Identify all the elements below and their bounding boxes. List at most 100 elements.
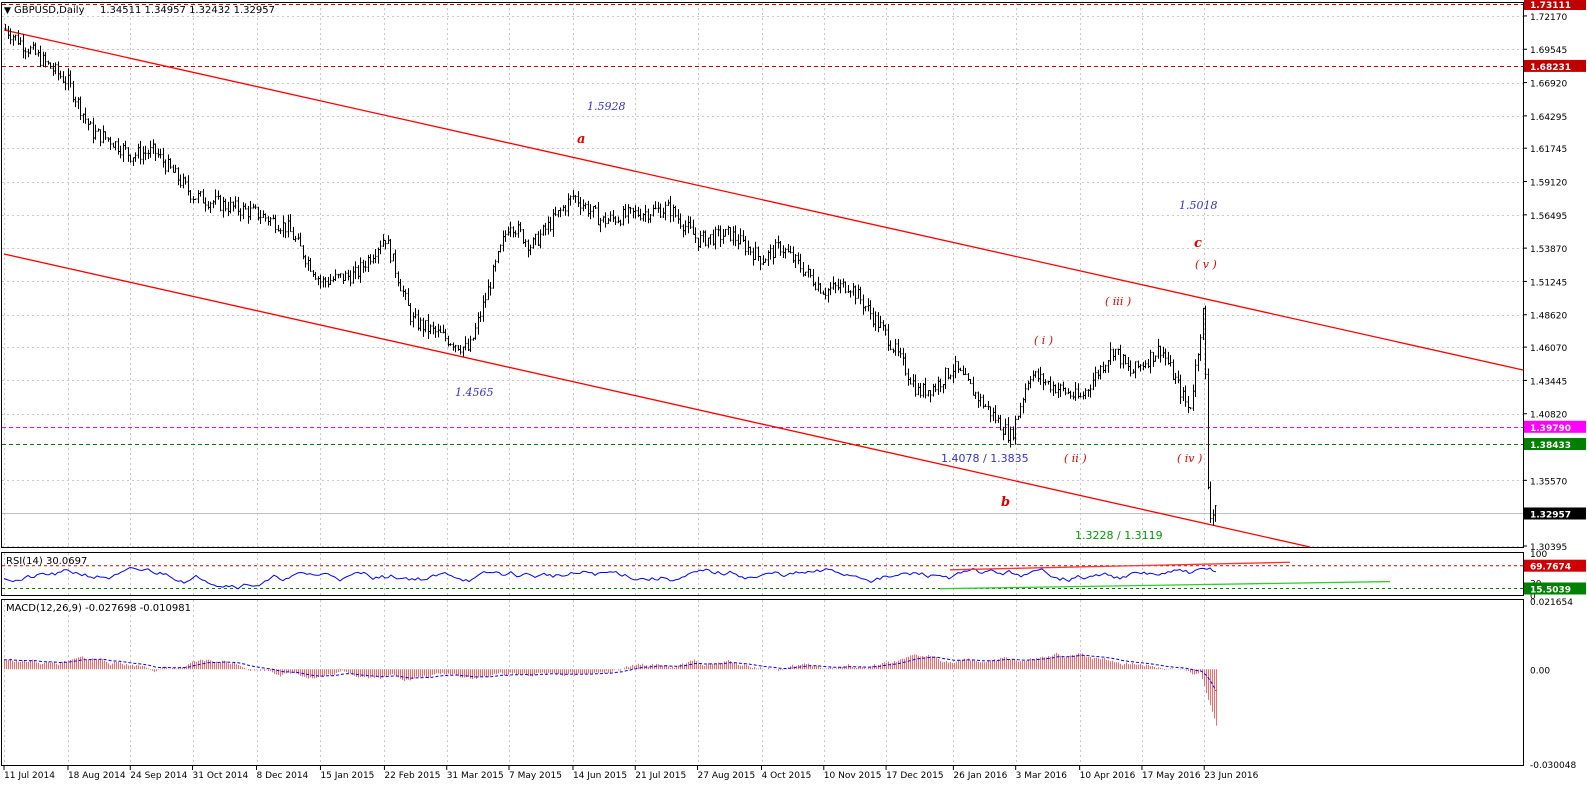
candle-159 (402, 285, 405, 297)
candle-299 (752, 247, 755, 266)
candle-147 (372, 254, 375, 264)
candle-156 (394, 249, 397, 279)
candle-327 (822, 290, 825, 295)
candle-84 (214, 189, 217, 205)
candle-392 (984, 404, 987, 407)
candle-207 (522, 228, 525, 244)
candle-311 (782, 245, 785, 259)
price-tick-label-5: 1.59120 (1530, 179, 1567, 189)
candle-128 (324, 277, 327, 288)
candle-187 (472, 337, 475, 341)
candle-226 (569, 195, 572, 206)
date-tick-label-12: 4 Oct 2015 (762, 771, 812, 781)
candle-3 (12, 34, 15, 46)
candle-460 (1154, 355, 1157, 362)
candle-202 (509, 221, 512, 238)
candle-208 (524, 239, 527, 247)
candle-360 (904, 353, 907, 376)
candle-145 (367, 254, 370, 273)
candle-381 (957, 361, 960, 373)
level-tag-label-3: 1.38433 (1530, 441, 1571, 451)
candle-81 (207, 201, 210, 210)
candle-217 (547, 216, 550, 235)
candle-142 (359, 257, 362, 283)
candle-291 (732, 226, 735, 246)
candle-32 (84, 107, 87, 124)
candle-63 (162, 147, 165, 168)
candle-304 (764, 258, 767, 263)
candle-82 (209, 201, 212, 213)
candle-350 (879, 315, 882, 329)
candle-393 (987, 401, 990, 411)
candle-34 (89, 121, 92, 125)
candle-6 (19, 37, 22, 46)
candle-170 (429, 324, 432, 335)
candle-400 (1004, 418, 1007, 435)
candle-73 (187, 175, 190, 196)
channel-upper-line (3, 29, 1524, 371)
candle-16 (44, 52, 47, 68)
level-tag-4 (1524, 507, 1586, 520)
candle-420 (1054, 384, 1057, 394)
candle-136 (344, 270, 347, 282)
candle-328 (824, 287, 827, 300)
candle-93 (237, 196, 240, 216)
candle-97 (247, 206, 250, 224)
candle-262 (659, 203, 662, 218)
candle-222 (559, 207, 562, 218)
candle-355 (892, 348, 895, 354)
candle-48 (124, 140, 127, 150)
candle-439 (1102, 361, 1105, 374)
candle-174 (439, 325, 442, 333)
candle-19 (52, 63, 55, 76)
price-tick-label-1: 1.69545 (1530, 46, 1567, 56)
candle-347 (872, 307, 875, 328)
candle-61 (157, 148, 160, 158)
candle-322 (809, 268, 812, 278)
candle-273 (687, 215, 690, 234)
candle-320 (804, 271, 807, 277)
chart-menu-icon[interactable]: ▼ (4, 6, 11, 16)
candle-186 (469, 335, 472, 352)
candle-193 (487, 279, 490, 301)
candle-47 (122, 143, 125, 162)
candle-2 (9, 28, 12, 45)
candle-9 (27, 48, 30, 58)
price-axis: 1.72170 1.69545 1.66920 1.64295 1.61745 1.591… (1523, 0, 1586, 553)
candle-79 (202, 188, 205, 204)
candle-326 (819, 282, 822, 294)
candle-117 (297, 233, 300, 240)
price-tick-label-6: 1.56495 (1530, 212, 1567, 222)
candle-296 (744, 235, 747, 256)
date-tick-label-0: 11 Jul 2014 (4, 771, 55, 781)
candle-404 (1014, 415, 1017, 445)
candle-176 (444, 328, 447, 342)
price-tick-label-10: 1.46070 (1530, 344, 1567, 354)
candle-220 (554, 206, 557, 217)
candle-287 (722, 229, 725, 244)
candle-282 (709, 234, 712, 245)
candle-289 (727, 225, 730, 236)
candle-264 (664, 201, 667, 221)
candle-11 (32, 41, 35, 50)
candle-343 (862, 294, 865, 315)
date-tick-label-8: 7 May 2015 (509, 771, 562, 781)
price-candles (4, 23, 1217, 526)
candle-249 (627, 204, 630, 224)
candle-349 (877, 312, 880, 333)
price-tick-label-13: 1.35570 (1530, 477, 1567, 487)
macd-tick-label-1: 0.00 (1530, 666, 1550, 676)
candle-444 (1114, 348, 1117, 361)
candle-359 (902, 348, 905, 366)
candle-107 (272, 214, 275, 220)
candle-266 (669, 195, 672, 223)
candle-167 (422, 317, 425, 337)
candle-175 (442, 324, 445, 334)
candle-259 (652, 204, 655, 217)
candle-362 (909, 377, 912, 385)
candle-158 (399, 278, 402, 292)
candle-56 (144, 145, 147, 161)
candle-127 (322, 276, 325, 288)
candle-402 (1009, 426, 1012, 448)
